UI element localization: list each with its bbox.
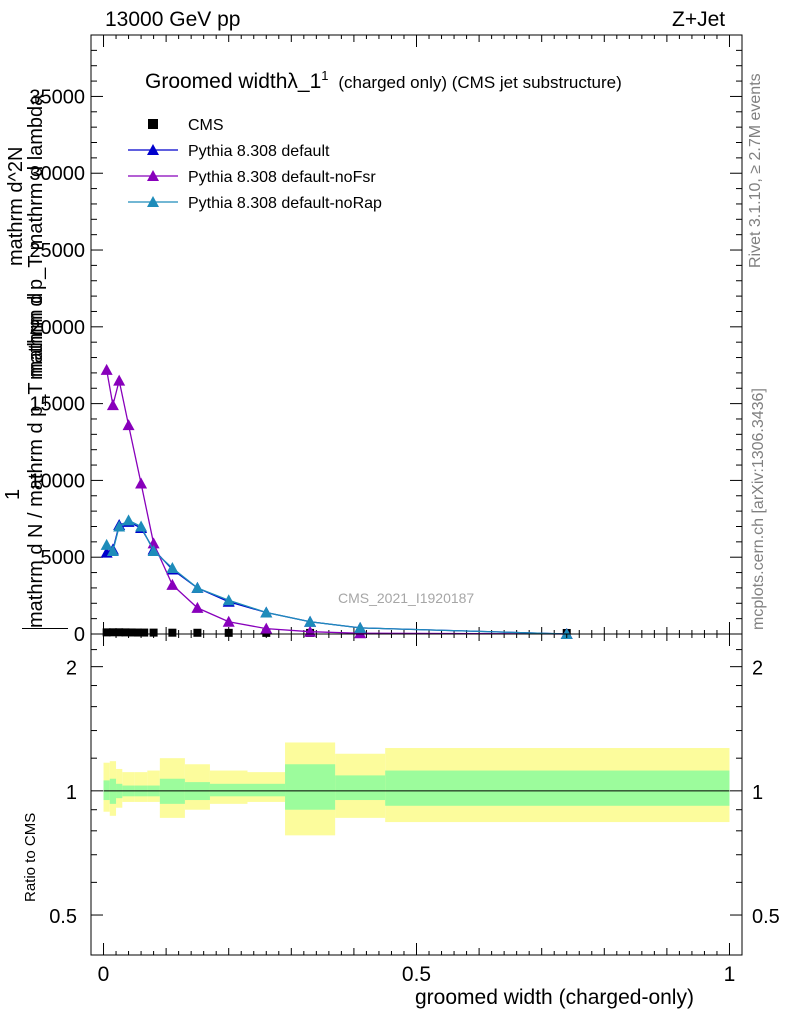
x-tick-label-2: 1 — [724, 963, 736, 986]
x-axis-title: groomed width (charged-only) — [415, 986, 694, 1009]
series-1-line — [106, 521, 567, 635]
y-axis-title-fraction-bar — [22, 628, 68, 629]
series-2-point-7 — [191, 601, 204, 613]
y-axis-title-line-4: mathrm d N / mathrm d p_T mathrm d — [25, 292, 47, 628]
series-2-point-3 — [122, 419, 135, 431]
legend-label-0: CMS — [188, 117, 224, 134]
chart-title-sub: (charged only) (CMS jet substructure) — [338, 73, 622, 92]
series-3-point-11 — [354, 621, 367, 633]
series-2-point-6 — [166, 578, 179, 590]
series-3-point-8 — [222, 594, 235, 606]
y-tick-label-0: 0 — [74, 624, 85, 646]
y-tick-label-6: 30000 — [29, 163, 85, 185]
ratio-y-axis-title: Ratio to CMS — [22, 812, 39, 902]
ratio-inner-band-8 — [209, 783, 248, 797]
series-3-point-7 — [191, 581, 204, 593]
series-3-point-1 — [106, 545, 119, 557]
legend-marker-0 — [148, 119, 158, 129]
series-2-point-9 — [260, 622, 273, 634]
series-0-point-7 — [149, 628, 158, 637]
ratio-y-tick-label-right-2: 2 — [752, 658, 763, 680]
series-0-point-9 — [193, 628, 202, 637]
series-3 — [100, 514, 573, 639]
series-3-point-6 — [166, 561, 179, 573]
x-tick-label-1: 0.5 — [402, 963, 431, 986]
mcplots-label: mcplots.cern.ch [arXiv:1306.3436] — [750, 388, 767, 630]
ratio-y-tick-label-left-0: 0.5 — [49, 906, 77, 928]
series-2-point-4 — [135, 477, 148, 489]
series-0-point-4 — [127, 628, 136, 637]
series-3-point-3 — [122, 514, 135, 526]
series-0-point-2 — [115, 628, 124, 637]
series-0-point-6 — [140, 628, 149, 637]
series-3-point-5 — [147, 545, 160, 557]
series-3-point-9 — [260, 606, 273, 618]
series-3-line — [106, 519, 567, 635]
y-tick-label-7: 35000 — [29, 86, 85, 108]
chart-title-main: Groomed widthλ_1 — [145, 70, 322, 93]
series-3-point-4 — [135, 520, 148, 532]
ratio-y-tick-label-left-2: 2 — [66, 658, 77, 680]
rivet-label: Rivet 3.1.10, ≥ 2.7M events — [747, 73, 764, 268]
legend-label-2: Pythia 8.308 default-noFsr — [188, 169, 376, 186]
ratio-inner-band-9 — [247, 783, 286, 797]
ratio-y-tick-label-right-1: 1 — [752, 782, 763, 804]
ratio-inner-band-10 — [285, 764, 336, 810]
series-0-point-3 — [121, 628, 130, 637]
series-2-point-0 — [100, 363, 113, 375]
header-right-label: Z+Jet — [672, 8, 726, 31]
y-tick-label-5: 25000 — [29, 240, 85, 262]
y-tick-label-1: 5000 — [41, 547, 86, 569]
series-0-point-5 — [133, 628, 142, 637]
series-2-point-2 — [113, 374, 126, 386]
legend-label-3: Pythia 8.308 default-noRap — [188, 195, 382, 212]
legend-marker-1 — [147, 144, 159, 155]
y-tick-label-2: 10000 — [29, 470, 85, 492]
series-3-point-2 — [113, 520, 126, 532]
series-3-point-10 — [304, 615, 317, 627]
y-axis-title-line-3: 1 — [2, 488, 24, 500]
header-left-label: 13000 GeV pp — [105, 8, 241, 31]
legend-marker-2 — [147, 170, 159, 181]
series-0-point-8 — [168, 628, 177, 637]
chart-title: Groomed widthλ_11 (charged only) (CMS je… — [145, 68, 622, 94]
x-tick-label-0: 0 — [98, 963, 110, 986]
legend-marker-3 — [147, 196, 159, 207]
series-0-point-1 — [108, 628, 117, 637]
series-2-line — [106, 369, 567, 635]
ratio-panel: 0 0.5 1 0.5 0.5 1 1 2 2 — [49, 633, 780, 986]
legend-label-1: Pythia 8.308 default — [188, 143, 330, 160]
chart-title-sup: 1 — [321, 68, 329, 83]
series-0-point-0 — [102, 628, 111, 637]
ratio-inner-band-11 — [335, 775, 386, 801]
watermark-label: CMS_2021_I1920187 — [338, 590, 475, 606]
ratio-inner-band-0 — [103, 780, 110, 801]
legend: CMS Pythia 8.308 default Pythia 8.308 defa… — [128, 117, 382, 212]
series-3-point-0 — [100, 538, 113, 550]
series-1 — [100, 515, 573, 639]
y-tick-label-4: 20000 — [29, 317, 85, 339]
series-0-point-10 — [224, 628, 233, 637]
y-tick-label-3: 15000 — [29, 394, 85, 416]
series-2 — [100, 363, 573, 639]
ratio-y-tick-label-right-0: 0.5 — [752, 906, 780, 928]
series-2-point-8 — [222, 615, 235, 627]
main-panel: 0 5000 10000 15000 20000 25000 30000 35000 CMS Py… — [29, 34, 743, 646]
series-2-point-1 — [106, 399, 119, 411]
ratio-inner-band-12 — [385, 770, 730, 806]
ratio-y-tick-label-left-1: 1 — [66, 782, 77, 804]
